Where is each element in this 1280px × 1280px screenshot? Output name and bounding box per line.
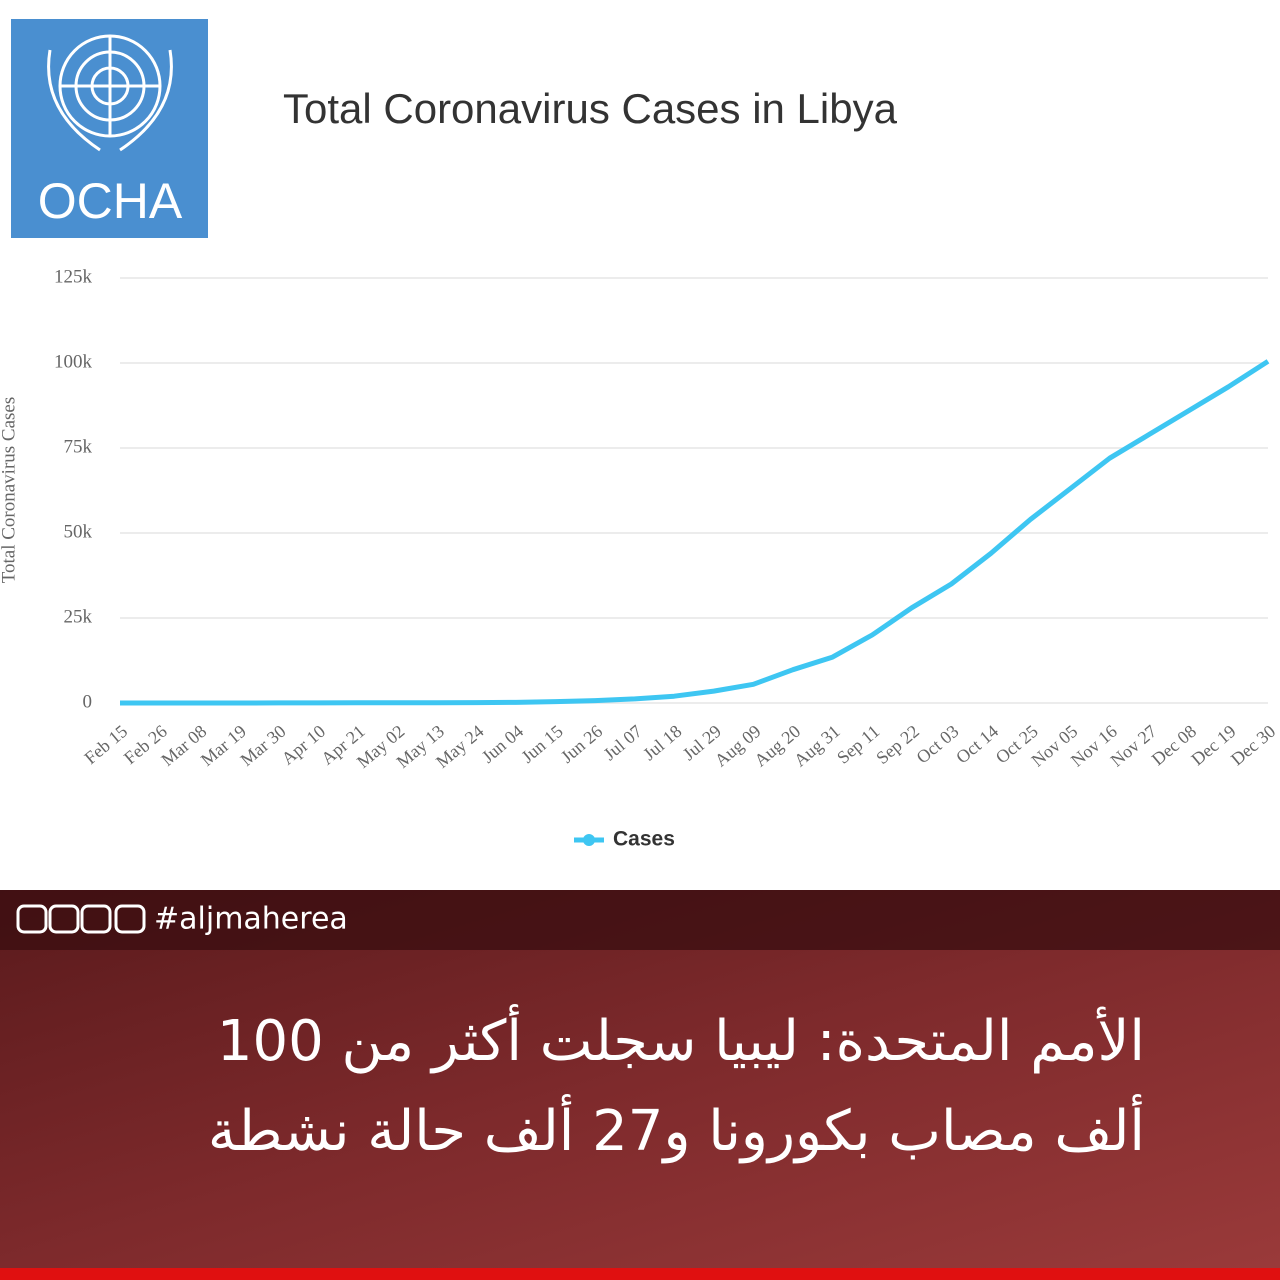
x-tick-label: Sep 22 xyxy=(872,721,923,768)
y-tick-label: 100k xyxy=(54,351,93,372)
y-tick-label: 125k xyxy=(54,266,93,287)
logo-text: OCHA xyxy=(38,173,183,229)
x-tick-label: Apr 10 xyxy=(278,721,330,769)
banner xyxy=(0,890,1280,1270)
y-tick-label: 0 xyxy=(83,691,93,712)
x-tick-label: Jun 15 xyxy=(517,721,566,767)
y-tick-label: 75k xyxy=(64,436,93,457)
x-tick-label: Jun 04 xyxy=(478,721,527,767)
social-icons xyxy=(16,904,146,934)
banner-strip xyxy=(0,890,1280,950)
logo-emblem xyxy=(47,34,173,152)
x-tick-label: Oct 14 xyxy=(952,721,1002,767)
x-tick-label: Dec 08 xyxy=(1148,721,1200,769)
x-tick-label: Nov 27 xyxy=(1107,721,1161,771)
headline-line: الأمم المتحدة: ليبيا سجلت أكثر من 100 xyxy=(217,1004,1145,1074)
y-axis-title: Total Coronavirus Cases xyxy=(0,397,19,584)
y-tick-label: 50k xyxy=(64,521,93,542)
x-tick-label: Dec 19 xyxy=(1187,721,1239,769)
x-tick-label: Dec 30 xyxy=(1227,721,1279,769)
hashtag: #aljmaherea xyxy=(154,902,348,937)
x-tick-label: Jul 18 xyxy=(639,721,685,764)
y-tick-label: 25k xyxy=(64,606,93,627)
x-tick-label: Mar 30 xyxy=(236,721,289,770)
chart-title: Total Coronavirus Cases in Libya xyxy=(283,85,898,132)
x-tick-label: Sep 11 xyxy=(833,721,883,768)
x-tick-label: Aug 31 xyxy=(790,721,844,771)
x-tick-label: Jul 07 xyxy=(600,721,646,764)
x-tick-label: Jun 26 xyxy=(557,721,606,767)
legend-label: Cases xyxy=(613,828,675,851)
x-tick-label: Oct 03 xyxy=(913,721,963,767)
line-series xyxy=(120,359,1270,706)
bottom-bar xyxy=(0,1268,1280,1280)
headline-line: ألف مصاب بكورونا و27 ألف حالة نشطة xyxy=(208,1094,1145,1164)
legend-marker xyxy=(583,834,595,846)
x-tick-label: Feb 15 xyxy=(80,721,131,768)
